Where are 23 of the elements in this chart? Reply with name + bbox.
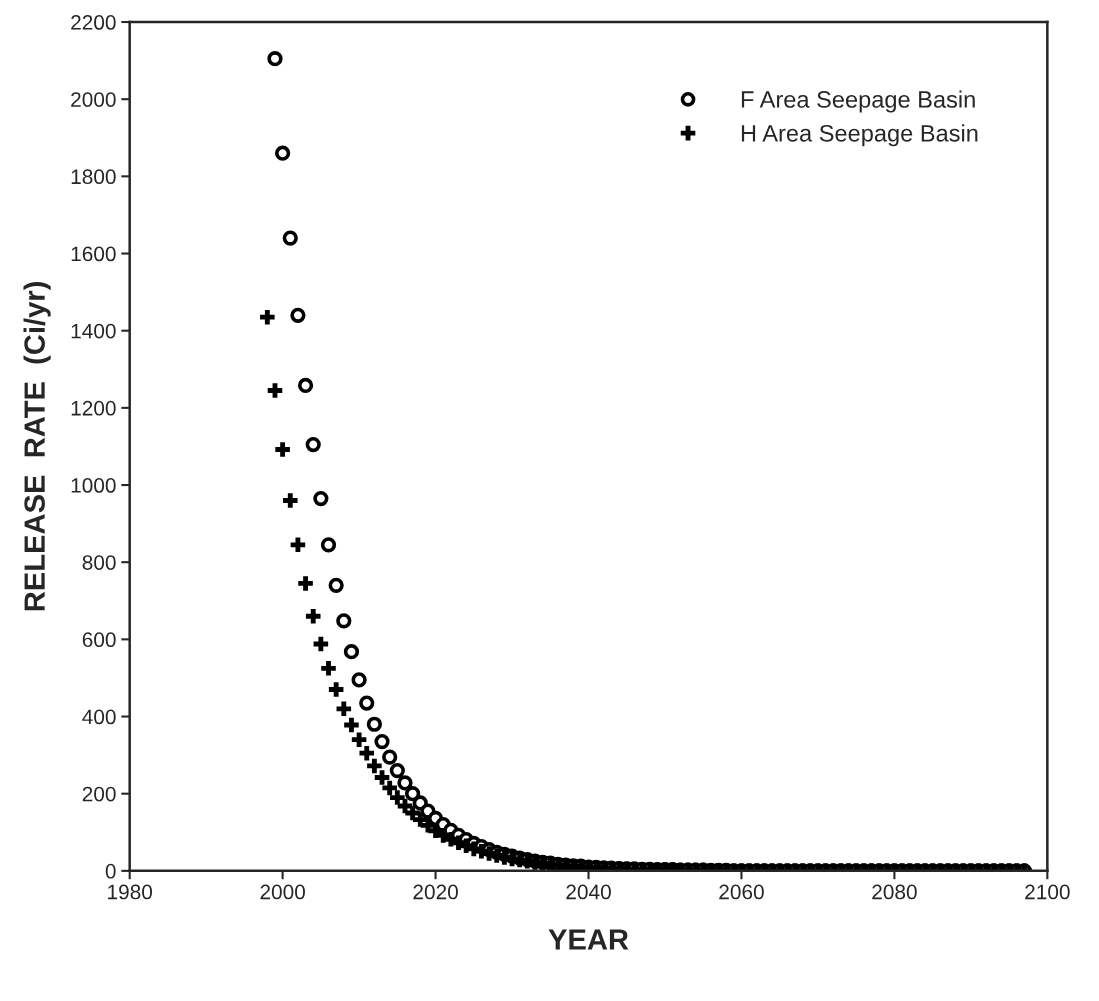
y-tick-label: 2200	[71, 15, 116, 30]
y-tick-label: 1400	[71, 323, 116, 339]
x-tick-label: 2000	[260, 884, 305, 900]
x-tick-label: 2100	[1025, 884, 1070, 900]
y-tick-label: 2000	[71, 92, 116, 107]
y-tick-label: 1600	[71, 246, 116, 262]
y-tick-label: 1800	[71, 169, 116, 185]
legend-label: F Area Seepage Basin	[741, 90, 975, 113]
y-tick-label: 200	[82, 786, 116, 802]
x-tick-label: 2020	[413, 884, 458, 900]
x-axis-title: YEAR	[548, 929, 629, 950]
y-axis-title: RELEASE RATE (Ci/yr)	[23, 282, 51, 611]
y-tick-label: 1000	[71, 478, 116, 493]
legend-label: H Area Seepage Basin	[741, 124, 978, 147]
x-tick-label: 1980	[108, 884, 153, 900]
y-tick-label: 800	[82, 555, 116, 570]
y-tick-label: 0	[105, 863, 116, 879]
y-tick-label: 400	[82, 709, 116, 725]
x-tick-label: 2060	[719, 884, 764, 900]
y-tick-label: 1200	[71, 400, 116, 416]
x-tick-label: 2080	[872, 884, 917, 900]
y-tick-label: 600	[82, 632, 116, 648]
x-tick-label: 2040	[566, 884, 611, 900]
